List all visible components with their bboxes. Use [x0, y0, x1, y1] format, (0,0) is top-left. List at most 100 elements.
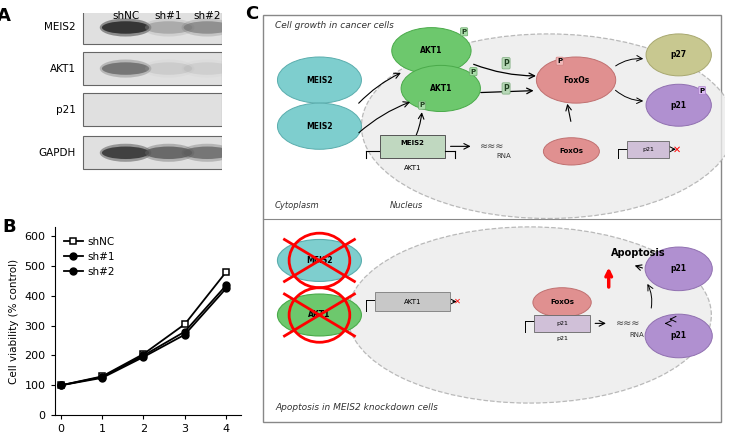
Text: P: P [503, 84, 509, 93]
Text: ✕: ✕ [672, 144, 680, 154]
Text: p21: p21 [642, 147, 655, 152]
Text: Apoptosis: Apoptosis [611, 248, 666, 258]
Text: ≈≈≈: ≈≈≈ [616, 319, 640, 328]
Text: P: P [699, 87, 705, 94]
Text: MEIS2: MEIS2 [306, 76, 332, 84]
Text: AKT1: AKT1 [308, 311, 331, 319]
Text: p21: p21 [556, 321, 568, 326]
Text: FoxOs: FoxOs [559, 149, 583, 154]
Text: P: P [471, 69, 476, 75]
Ellipse shape [646, 84, 712, 126]
Text: p27: p27 [671, 50, 687, 59]
FancyBboxPatch shape [380, 135, 445, 158]
Text: B: B [3, 218, 16, 236]
Ellipse shape [145, 62, 192, 75]
Ellipse shape [278, 57, 362, 103]
Text: RNA: RNA [629, 332, 644, 338]
sh#2 [139, 354, 148, 360]
Text: AKT1: AKT1 [404, 298, 421, 305]
Ellipse shape [102, 62, 149, 75]
Ellipse shape [401, 66, 480, 111]
Ellipse shape [143, 144, 195, 162]
Text: p21: p21 [56, 104, 76, 114]
Legend: shNC, sh#1, sh#2: shNC, sh#1, sh#2 [60, 232, 119, 281]
Ellipse shape [645, 247, 712, 291]
Text: P: P [503, 59, 509, 68]
Ellipse shape [182, 18, 233, 37]
shNC [222, 269, 230, 274]
FancyBboxPatch shape [534, 315, 590, 332]
Text: MEIS2: MEIS2 [306, 122, 332, 131]
Text: sh#2: sh#2 [193, 11, 221, 21]
Ellipse shape [184, 146, 231, 159]
sh#1 [222, 283, 230, 288]
sh#1 [181, 329, 190, 334]
FancyBboxPatch shape [375, 292, 450, 311]
shNC [56, 383, 66, 388]
Ellipse shape [278, 294, 362, 336]
Text: ≈≈≈: ≈≈≈ [480, 141, 504, 151]
Ellipse shape [182, 144, 233, 162]
sh#2 [56, 383, 66, 388]
FancyBboxPatch shape [263, 15, 721, 422]
sh#2 [222, 286, 230, 291]
Text: FoxOs: FoxOs [550, 299, 574, 305]
Ellipse shape [184, 62, 231, 75]
Ellipse shape [537, 57, 616, 103]
shNC [98, 374, 106, 379]
Text: MEIS2: MEIS2 [401, 140, 425, 146]
Ellipse shape [182, 59, 233, 78]
Line: sh#1: sh#1 [58, 282, 230, 389]
Ellipse shape [391, 28, 471, 74]
Ellipse shape [145, 146, 192, 159]
Ellipse shape [143, 18, 195, 37]
Text: Apoptosis in MEIS2 knockdown cells: Apoptosis in MEIS2 knockdown cells [275, 403, 438, 413]
Text: p21: p21 [671, 101, 687, 110]
Text: RNA: RNA [496, 153, 511, 160]
Y-axis label: Cell viability (% control): Cell viability (% control) [9, 259, 19, 384]
Text: p21: p21 [671, 264, 687, 273]
Ellipse shape [102, 21, 149, 34]
sh#1 [98, 375, 106, 380]
Text: P: P [419, 102, 425, 108]
Ellipse shape [102, 146, 149, 159]
FancyBboxPatch shape [82, 136, 222, 169]
Ellipse shape [143, 59, 195, 78]
FancyBboxPatch shape [628, 141, 669, 158]
Text: AKT1: AKT1 [420, 46, 443, 55]
Text: AKT1: AKT1 [50, 63, 76, 73]
Ellipse shape [362, 34, 729, 218]
Text: ✕: ✕ [453, 297, 461, 306]
FancyBboxPatch shape [82, 11, 222, 44]
Text: FoxOs: FoxOs [563, 76, 589, 84]
Ellipse shape [645, 314, 712, 358]
Text: p21: p21 [556, 336, 568, 341]
Text: Cytoplasm: Cytoplasm [275, 201, 320, 210]
Text: Nucleus: Nucleus [389, 201, 423, 210]
Text: AKT1: AKT1 [429, 84, 452, 93]
Ellipse shape [184, 21, 231, 34]
Text: Cell growth in cancer cells: Cell growth in cancer cells [275, 21, 394, 30]
Ellipse shape [100, 59, 152, 78]
shNC [139, 351, 148, 357]
Ellipse shape [100, 18, 152, 37]
Ellipse shape [348, 227, 712, 403]
sh#2 [98, 375, 106, 381]
Text: C: C [245, 4, 258, 23]
Text: shNC: shNC [112, 11, 139, 21]
sh#2 [181, 332, 190, 337]
Text: sh#1: sh#1 [155, 11, 182, 21]
Line: sh#2: sh#2 [58, 285, 230, 389]
Ellipse shape [278, 239, 362, 281]
shNC [181, 322, 190, 327]
Ellipse shape [543, 138, 599, 165]
Text: AKT1: AKT1 [404, 165, 421, 171]
Ellipse shape [145, 21, 192, 34]
Text: A: A [0, 7, 10, 25]
Ellipse shape [646, 34, 712, 76]
Text: p21: p21 [671, 332, 687, 340]
FancyBboxPatch shape [82, 52, 222, 85]
Ellipse shape [533, 288, 591, 317]
Text: MEIS2: MEIS2 [44, 22, 76, 32]
Text: P: P [557, 58, 562, 64]
